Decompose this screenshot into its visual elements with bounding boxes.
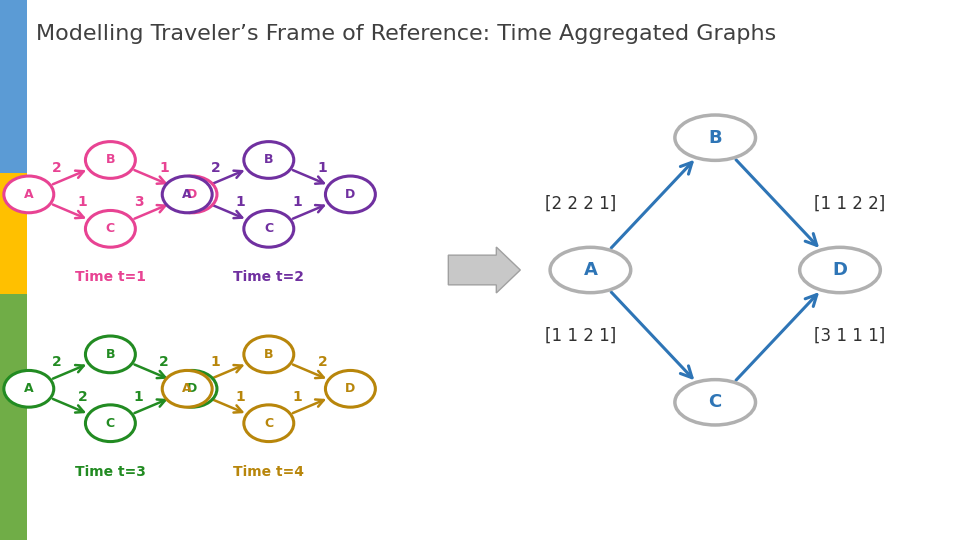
Ellipse shape [244,405,294,442]
Text: C: C [264,417,274,430]
Text: [1 1 2 1]: [1 1 2 1] [545,327,616,345]
Text: 1: 1 [236,195,246,209]
Text: 1: 1 [78,195,87,209]
Ellipse shape [4,370,54,407]
Text: 1: 1 [318,161,327,174]
Text: D: D [346,382,355,395]
Text: 1: 1 [292,195,301,209]
Text: 2: 2 [78,389,87,403]
Ellipse shape [85,336,135,373]
Circle shape [550,247,631,293]
Ellipse shape [244,211,294,247]
Text: C: C [106,222,115,235]
Text: A: A [182,382,192,395]
Ellipse shape [167,176,217,213]
Bar [0,294,27,540]
Circle shape [800,247,880,293]
Circle shape [675,380,756,425]
Ellipse shape [167,370,217,407]
Text: 1: 1 [210,355,220,369]
Text: [1 1 2 2]: [1 1 2 2] [814,195,885,213]
Ellipse shape [244,141,294,178]
Text: 2: 2 [318,355,327,369]
Bar [0,173,27,294]
Text: A: A [584,261,597,279]
Text: Time t=2: Time t=2 [233,271,304,285]
Text: 2: 2 [159,355,169,369]
Text: 2: 2 [210,161,220,174]
Text: A: A [182,188,192,201]
Text: 3: 3 [133,195,143,209]
Text: D: D [346,188,355,201]
Ellipse shape [4,176,54,213]
Text: C: C [708,393,722,411]
Text: B: B [106,153,115,166]
Text: B: B [264,153,274,166]
Text: A: A [24,382,34,395]
Text: 2: 2 [52,355,61,369]
Text: Modelling Traveler’s Frame of Reference: Time Aggregated Graphs: Modelling Traveler’s Frame of Reference:… [36,24,777,44]
Ellipse shape [325,370,375,407]
FancyArrow shape [448,247,520,293]
Text: 2: 2 [52,161,61,174]
Ellipse shape [244,336,294,373]
Text: B: B [708,129,722,147]
Text: D: D [187,382,197,395]
Ellipse shape [162,176,212,213]
Bar [0,0,27,173]
Text: Time t=1: Time t=1 [75,271,146,285]
Ellipse shape [85,211,135,247]
Text: C: C [264,222,274,235]
Text: C: C [106,417,115,430]
Text: A: A [24,188,34,201]
Ellipse shape [85,405,135,442]
Text: 1: 1 [133,389,143,403]
Text: 1: 1 [159,161,169,174]
Ellipse shape [85,141,135,178]
Text: B: B [106,348,115,361]
Text: [3 1 1 1]: [3 1 1 1] [814,327,885,345]
Text: Time t=4: Time t=4 [233,465,304,479]
Ellipse shape [162,370,212,407]
Text: D: D [832,261,848,279]
Text: B: B [264,348,274,361]
Text: D: D [187,188,197,201]
Text: Time t=3: Time t=3 [75,465,146,479]
Text: 1: 1 [236,389,246,403]
Circle shape [675,115,756,160]
Text: [2 2 2 1]: [2 2 2 1] [545,195,616,213]
Ellipse shape [325,176,375,213]
Text: 1: 1 [292,389,301,403]
